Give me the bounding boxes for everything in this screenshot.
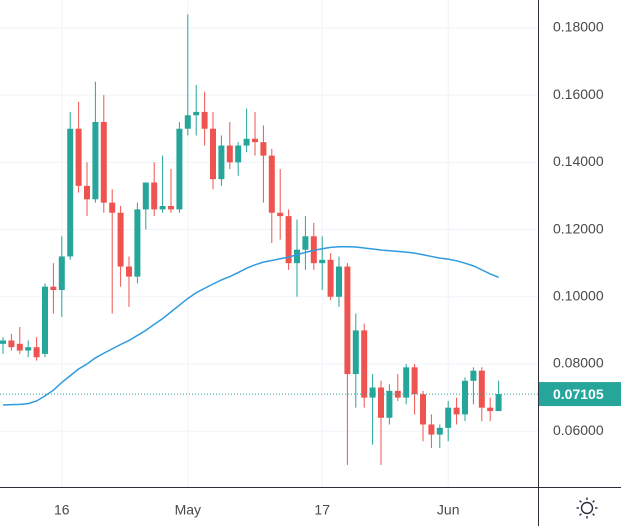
candle-body xyxy=(92,122,99,200)
candle-body xyxy=(8,340,15,348)
candle-body xyxy=(277,212,284,217)
candle-body xyxy=(478,370,485,408)
candle-body xyxy=(0,340,6,344)
candle-body xyxy=(184,115,191,129)
candle-body xyxy=(411,367,418,395)
candle-body xyxy=(201,111,208,129)
y-tick-label: 0.06000 xyxy=(553,422,604,438)
candle-body xyxy=(218,145,225,180)
candle-body xyxy=(344,266,351,375)
settings-button[interactable] xyxy=(576,497,598,519)
candle-body xyxy=(268,155,275,213)
candle-body xyxy=(159,206,166,210)
candle-body xyxy=(361,330,368,398)
candle-body xyxy=(428,424,435,435)
candle-body xyxy=(126,266,132,277)
candle-body xyxy=(235,145,242,163)
candle-body xyxy=(420,394,426,425)
candle-body xyxy=(151,182,158,210)
candle-body xyxy=(470,370,477,381)
candle-body xyxy=(436,427,443,435)
y-tick-label: 0.16000 xyxy=(553,86,604,102)
last-price-label: 0.07105 xyxy=(553,386,604,402)
candle-body xyxy=(142,182,149,210)
moving-average-line xyxy=(2,245,499,406)
candle-body xyxy=(294,249,300,264)
candle-body xyxy=(67,128,74,257)
candle-body xyxy=(327,259,334,297)
candle-body xyxy=(243,138,250,146)
candle-body xyxy=(226,145,233,163)
candle-body xyxy=(487,407,494,412)
candle-body xyxy=(252,138,258,143)
candle-body xyxy=(134,209,141,277)
candle-body xyxy=(16,343,23,351)
candle-body xyxy=(260,142,267,156)
y-tick-label: 0.14000 xyxy=(553,153,604,169)
candle-body xyxy=(193,111,200,116)
candle-body xyxy=(378,387,384,418)
candle-body xyxy=(58,256,65,291)
candle-body xyxy=(403,367,410,398)
y-tick-label: 0.08000 xyxy=(553,355,604,371)
x-tick-label: 17 xyxy=(314,502,330,518)
candle-body xyxy=(285,216,292,264)
candle-body xyxy=(495,394,502,412)
candle-body xyxy=(302,236,309,250)
candle-body xyxy=(453,407,460,415)
candle-body xyxy=(42,286,48,354)
candle-body xyxy=(50,286,57,291)
axes: 0.06000 0.08000 0.10000 0.12000 0.14000 0.160… xyxy=(54,19,621,518)
candle-body xyxy=(117,212,124,267)
candle-body xyxy=(386,390,393,418)
candle-body xyxy=(210,128,216,180)
x-tick-label: 16 xyxy=(54,502,70,518)
candle-body xyxy=(352,330,359,375)
y-tick-label: 0.12000 xyxy=(553,220,604,236)
y-tick-label: 0.10000 xyxy=(553,287,604,303)
candle-body xyxy=(75,128,82,186)
candle-body xyxy=(84,185,90,200)
plot-area xyxy=(0,14,538,465)
candle-body xyxy=(33,347,40,358)
candle-body xyxy=(109,202,116,213)
candle-body xyxy=(25,347,32,351)
candle-body xyxy=(100,122,107,203)
candle-body xyxy=(394,390,401,398)
candle-body xyxy=(445,407,452,428)
y-tick-label: 0.18000 xyxy=(553,19,604,35)
x-tick-label: Jun xyxy=(437,502,460,518)
candle-body xyxy=(336,266,342,297)
candle-body xyxy=(319,259,326,264)
candle-body xyxy=(369,387,376,398)
x-tick-label: May xyxy=(175,502,201,518)
candle-body xyxy=(176,128,183,210)
candle-body xyxy=(462,380,468,415)
candle-body xyxy=(168,206,174,210)
last-price-badge xyxy=(539,382,621,407)
